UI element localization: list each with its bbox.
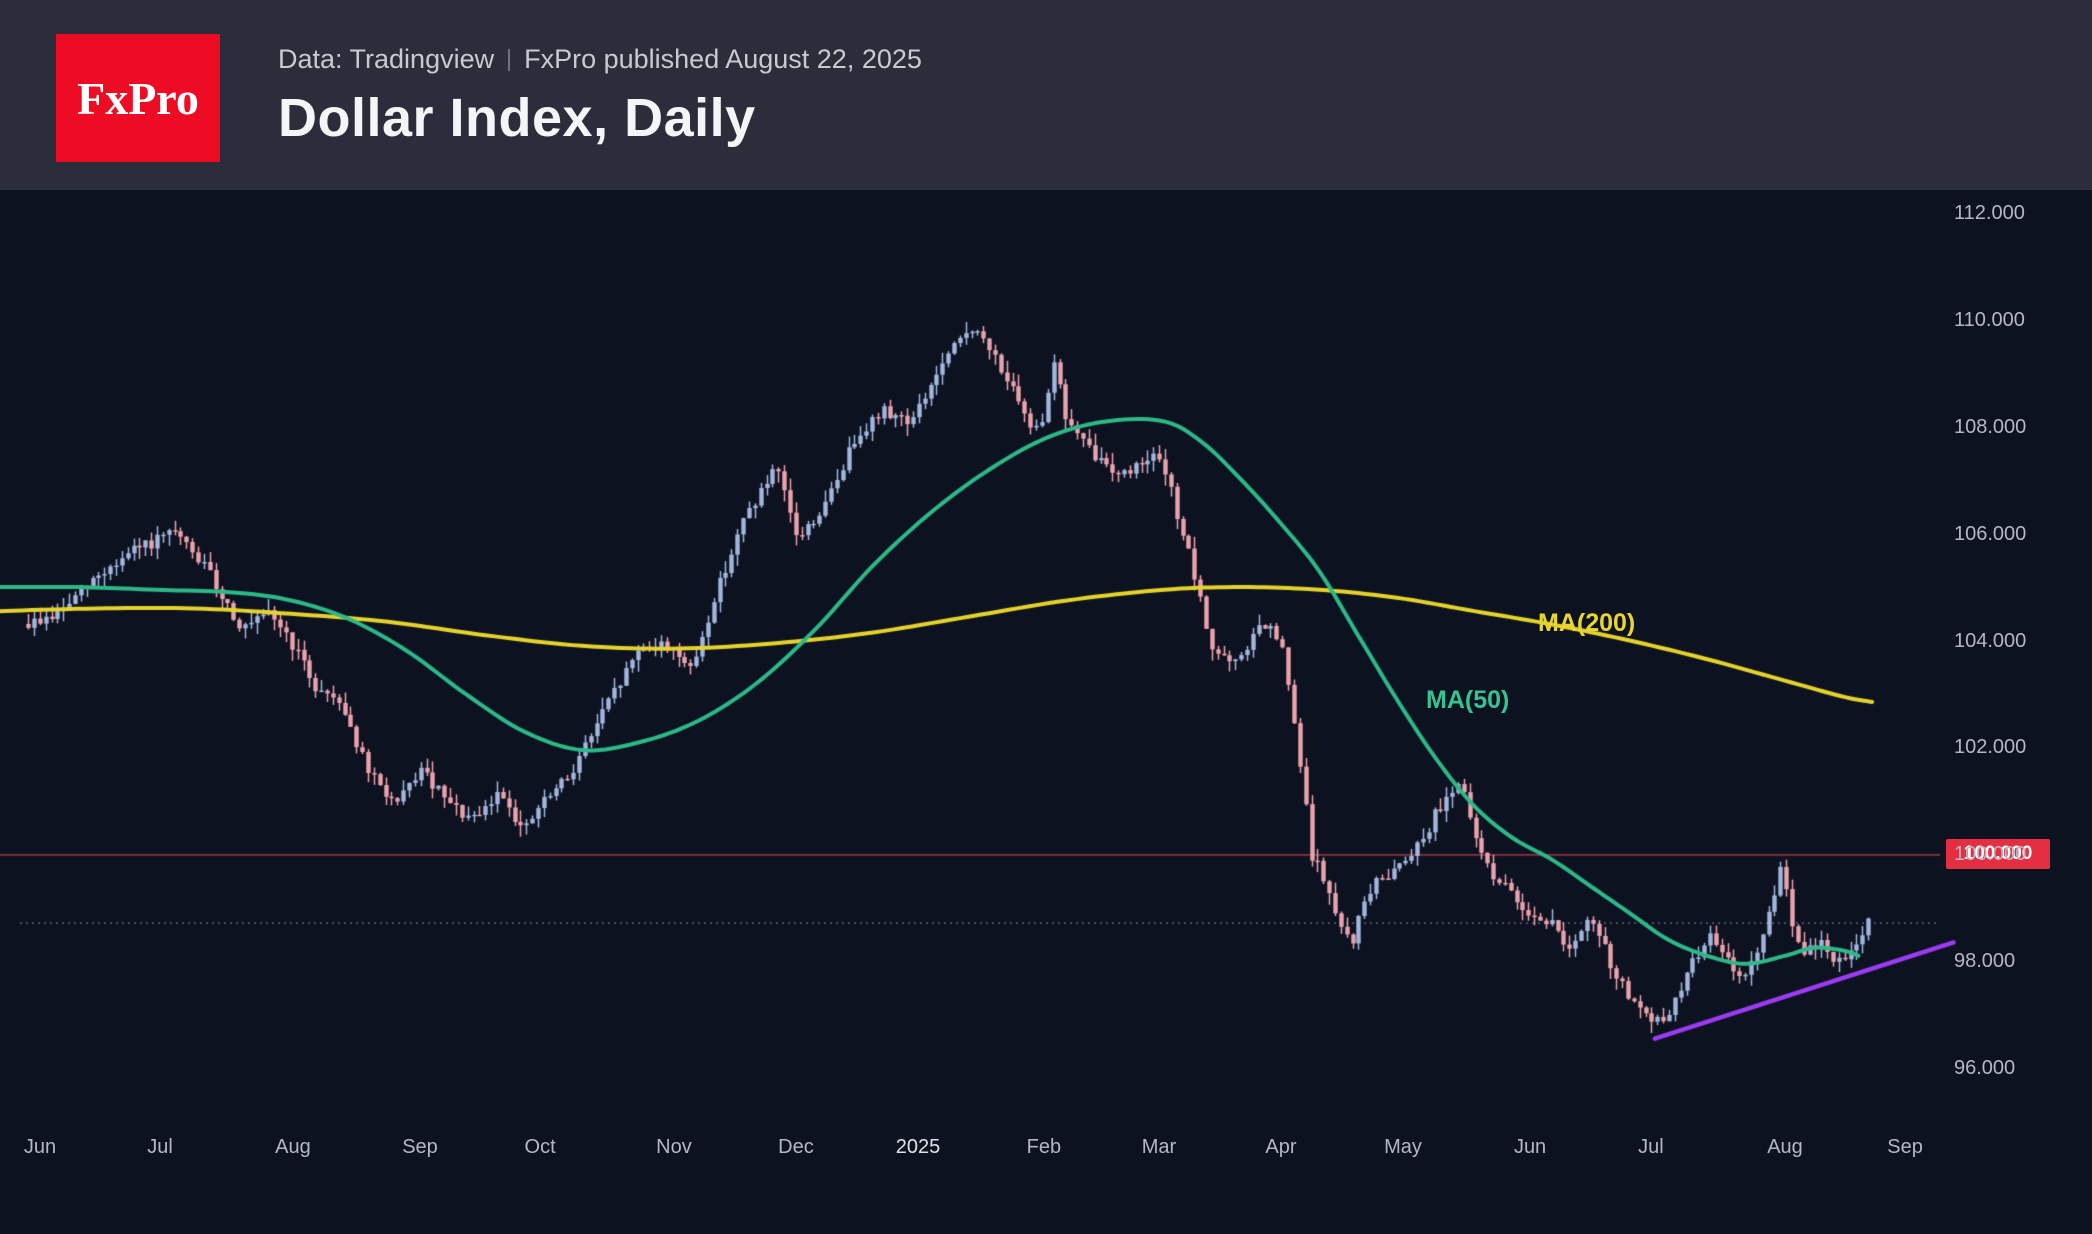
time-tick: Dec bbox=[778, 1136, 814, 1158]
fxpro-logo-text: FxPro bbox=[77, 72, 199, 124]
time-tick: Jul bbox=[1638, 1136, 1664, 1158]
time-tick: Jun bbox=[1513, 1136, 1547, 1158]
data-source-text: Data: Tradingview bbox=[278, 44, 495, 74]
ma200-label: MA(200) bbox=[1538, 609, 1636, 637]
chart-title: Dollar Index, Daily bbox=[278, 88, 756, 148]
time-tick: Jul bbox=[147, 1136, 173, 1158]
level-price-tag: 100.000 bbox=[1946, 839, 2050, 870]
time-tick: Feb bbox=[1026, 1136, 1062, 1158]
price-tick: 110.000 bbox=[1954, 308, 2025, 331]
price-tick: 106.000 bbox=[1954, 522, 2027, 545]
time-tick: Sep bbox=[402, 1136, 438, 1158]
price-tick: 104.000 bbox=[1954, 629, 2027, 652]
time-tick: May bbox=[1384, 1136, 1422, 1158]
price-tick: 102.000 bbox=[1954, 736, 2027, 759]
separator bbox=[508, 48, 511, 71]
time-tick: 2025 bbox=[895, 1136, 941, 1158]
time-tick: Aug bbox=[1767, 1136, 1803, 1158]
time-tick: Sep bbox=[1887, 1136, 1923, 1158]
price-tick: 112.000 bbox=[1954, 202, 2025, 224]
price-tick: 96.000 bbox=[1954, 1057, 2016, 1080]
price-tick: 100.000 bbox=[1954, 843, 2027, 866]
time-tick: Jun bbox=[23, 1136, 57, 1158]
price-tick: 98.000 bbox=[1954, 950, 2016, 973]
header: FxPro Data: Tradingview FxPro published … bbox=[0, 0, 2092, 190]
title-block: Data: Tradingview FxPro published August… bbox=[278, 44, 922, 149]
price-tick: 108.000 bbox=[1954, 415, 2027, 438]
time-tick: Apr bbox=[1265, 1136, 1297, 1158]
published-text: FxPro published August 22, 2025 bbox=[524, 44, 922, 74]
candlestick-chart[interactable] bbox=[0, 190, 2092, 1234]
fxpro-logo: FxPro bbox=[56, 34, 220, 162]
time-tick: Oct bbox=[524, 1136, 556, 1158]
time-tick: Mar bbox=[1141, 1136, 1177, 1158]
source-line: Data: Tradingview FxPro published August… bbox=[278, 44, 922, 75]
time-tick: Aug bbox=[275, 1136, 311, 1158]
chart-area: MA(200) MA(50) 100.000 112.000 110.000 108… bbox=[0, 190, 2092, 1234]
price-axis[interactable]: 100.000 112.000 110.000 108.000 106.000 104.… bbox=[1946, 190, 2092, 1234]
time-tick: Nov bbox=[656, 1136, 692, 1158]
time-axis[interactable]: Jun Jul Aug Sep Oct Nov Dec 2025 Feb Mar Apr May Jun… bbox=[0, 1122, 1940, 1166]
ma50-label: MA(50) bbox=[1426, 686, 1510, 714]
